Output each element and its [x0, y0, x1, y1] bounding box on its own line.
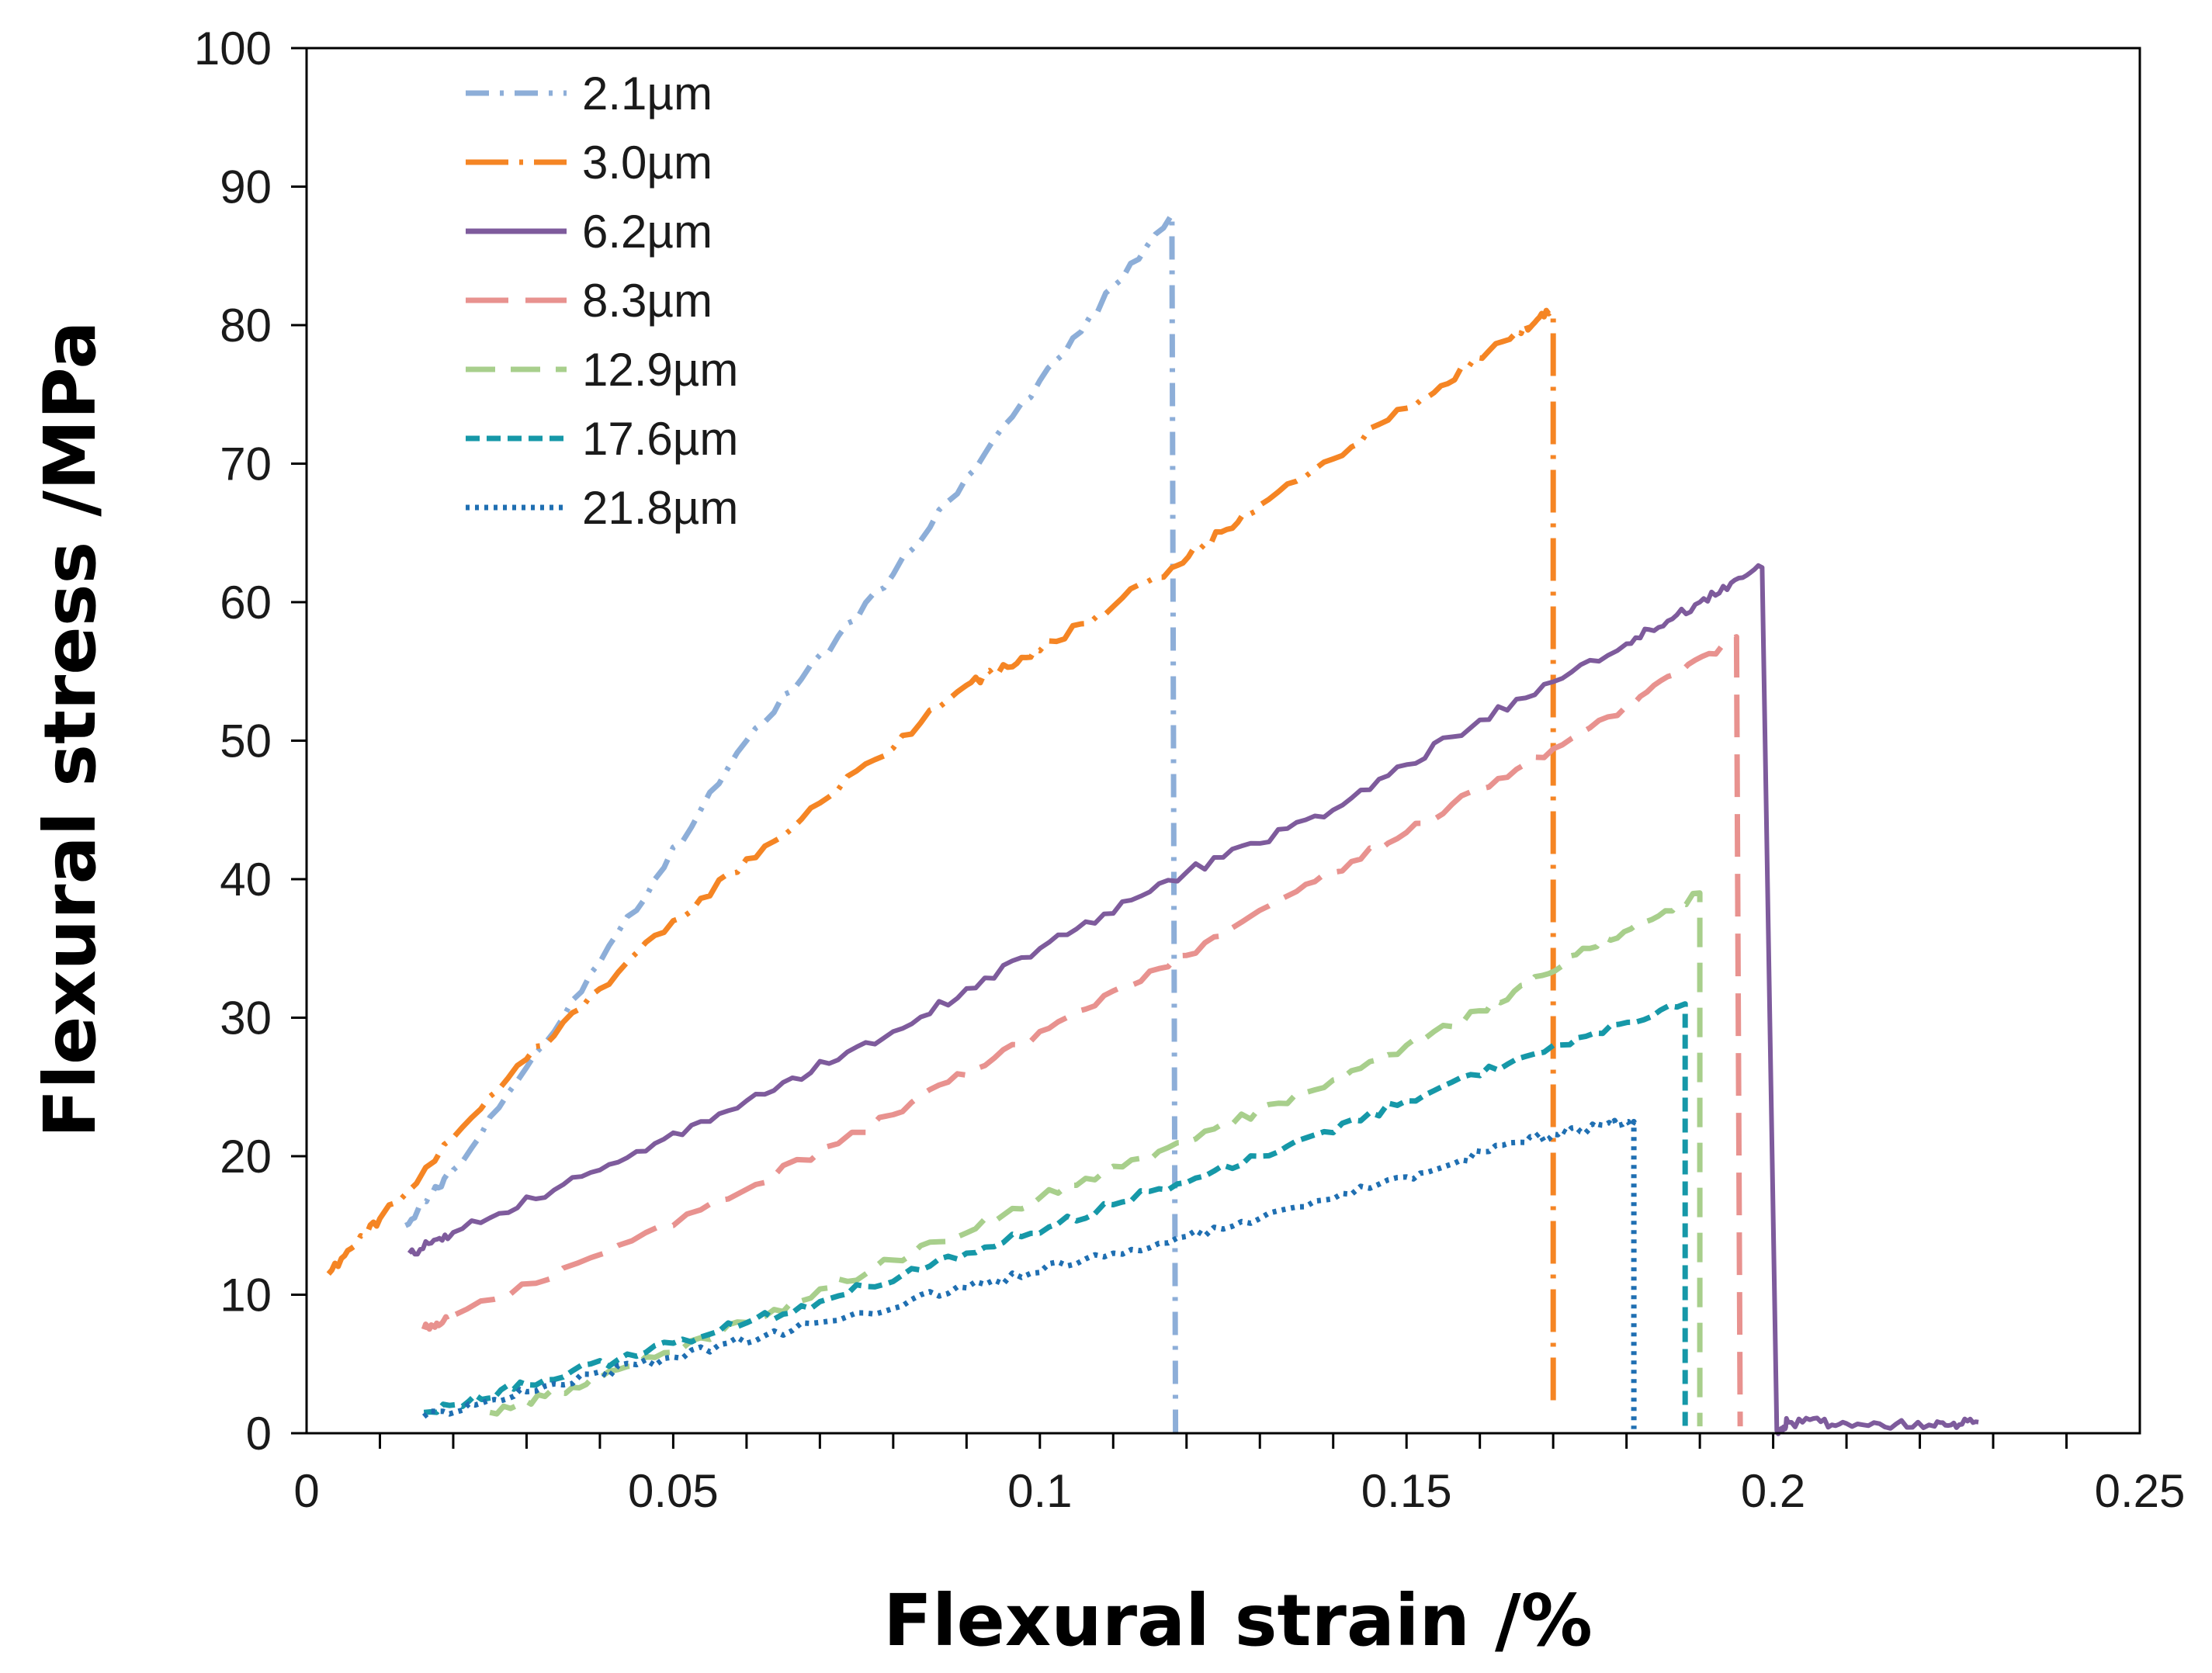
legend-label: 6.2µm: [582, 206, 712, 258]
y-tick-label: 60: [220, 577, 272, 629]
y-tick-label: 50: [220, 715, 272, 767]
y-tick-label: 100: [194, 23, 272, 74]
series-line-4: [421, 634, 1743, 1427]
series-line-7: [421, 1117, 1637, 1429]
x-tick-label: 0.1: [1007, 1465, 1072, 1517]
x-tick-label: 0.2: [1741, 1465, 1805, 1517]
legend-label: 17.6µm: [582, 413, 738, 465]
y-tick-label: 70: [220, 438, 272, 490]
series-line-5: [489, 890, 1703, 1427]
y-tick-label: 0: [246, 1408, 272, 1460]
y-tick-label: 20: [220, 1131, 272, 1183]
legend-label: 12.9µm: [582, 344, 738, 396]
x-axis-ticks: 0 0.05 0.1 0.15 0.2 0.25: [293, 1433, 2185, 1517]
legend-label: 21.8µm: [582, 482, 738, 534]
x-tick-label: 0.05: [628, 1465, 719, 1517]
x-tick-label: 0.15: [1361, 1465, 1452, 1517]
legend-label: 3.0µm: [582, 137, 712, 189]
x-axis-title: Flexural strain /%: [883, 1579, 1593, 1662]
x-tick-label: 0.25: [2095, 1465, 2186, 1517]
series-line-2: [326, 307, 1556, 1406]
y-tick-label: 80: [220, 300, 272, 352]
series-line-6: [423, 1001, 1688, 1429]
legend: 2.1µm 3.0µm 6.2µm 8.3µm 12.9µm 17.6µm 21.8µm: [466, 68, 738, 534]
y-tick-label: 30: [220, 992, 272, 1044]
x-tick-label: 0: [293, 1465, 319, 1517]
series-line-3: [407, 563, 1979, 1436]
y-axis-title: Flexural stress /MPa: [29, 321, 112, 1138]
y-axis-ticks: 0 10 20 30 40 50 60 70 80 90 100: [194, 23, 307, 1460]
y-tick-label: 90: [220, 161, 272, 213]
y-tick-label: 10: [220, 1269, 272, 1321]
legend-label: 2.1µm: [582, 68, 712, 120]
series-line-1: [404, 211, 1179, 1434]
legend-label: 8.3µm: [582, 275, 712, 327]
y-tick-label: 40: [220, 854, 272, 906]
series-layer: [326, 211, 1979, 1436]
